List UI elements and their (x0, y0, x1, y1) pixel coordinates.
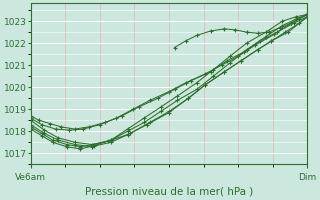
X-axis label: Pression niveau de la mer( hPa ): Pression niveau de la mer( hPa ) (85, 187, 253, 197)
